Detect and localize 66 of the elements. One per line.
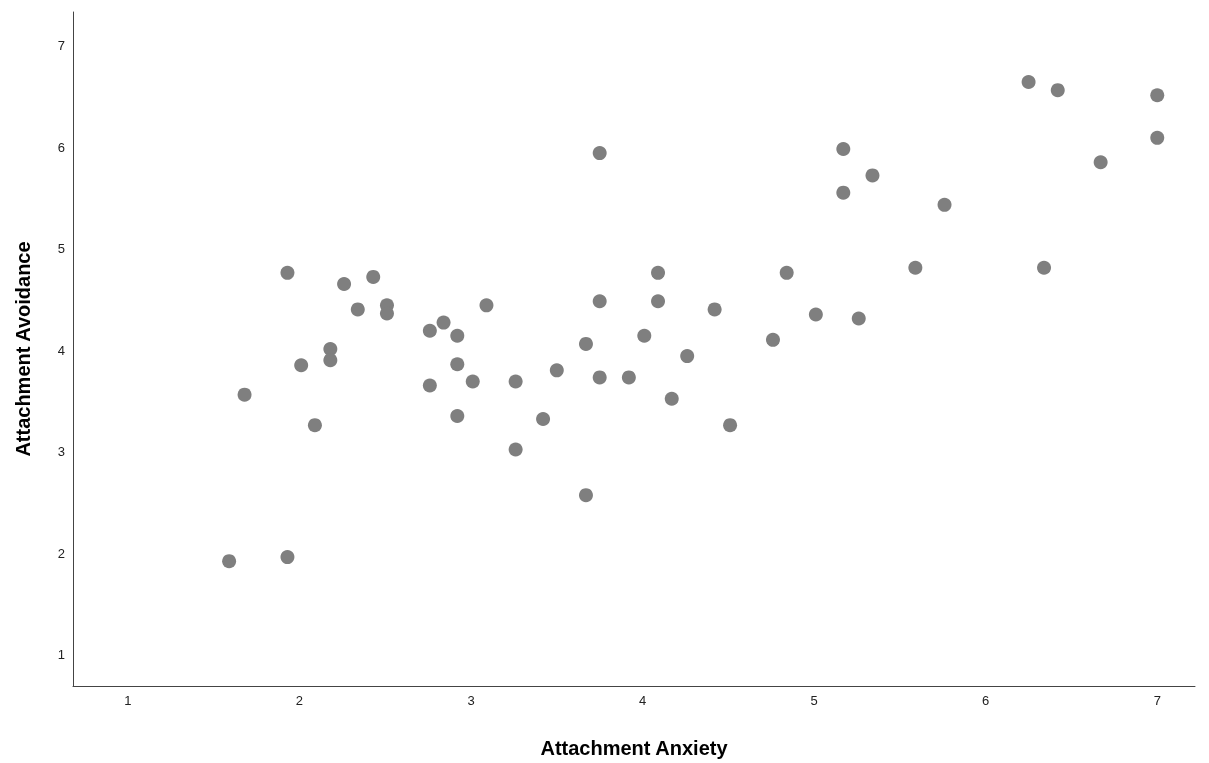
x-tick-label: 5 — [810, 693, 818, 708]
point — [651, 265, 666, 280]
point — [592, 294, 607, 309]
point — [422, 323, 437, 338]
y-tick-label: 5 — [57, 241, 65, 257]
point — [508, 442, 523, 457]
point — [908, 260, 923, 275]
y-tick-label: 7 — [57, 38, 65, 53]
x-axis-title: Attachment Anxiety — [540, 737, 729, 759]
point — [779, 265, 794, 280]
point — [307, 418, 322, 433]
point — [651, 294, 666, 309]
point — [723, 418, 738, 433]
point — [465, 374, 480, 389]
x-tick-label: 1 — [124, 693, 132, 708]
x-tick-label: 2 — [295, 693, 304, 708]
point — [836, 142, 851, 157]
y-tick-label: 6 — [57, 139, 65, 155]
y-tick-label: 1 — [57, 647, 65, 663]
point — [536, 412, 551, 427]
point — [592, 146, 607, 161]
x-tick-label: 6 — [982, 693, 990, 708]
point — [1150, 88, 1165, 103]
x-tick-label: 4 — [638, 693, 647, 708]
point — [765, 332, 780, 347]
point — [350, 302, 365, 317]
point — [436, 315, 451, 330]
x-tick-label: 7 — [1153, 693, 1161, 708]
point — [366, 269, 381, 284]
point — [237, 387, 252, 402]
point — [621, 370, 636, 385]
point — [479, 298, 494, 313]
point — [578, 488, 593, 503]
point — [1037, 260, 1052, 275]
point — [450, 409, 465, 423]
point — [450, 357, 465, 372]
point — [222, 554, 237, 569]
point — [592, 370, 607, 385]
x-tick-label: 3 — [467, 693, 475, 708]
point — [808, 307, 823, 322]
point — [337, 277, 352, 292]
point — [865, 168, 880, 183]
point — [836, 185, 851, 200]
point — [1021, 75, 1036, 90]
point — [664, 391, 679, 406]
point — [578, 336, 593, 351]
point — [422, 378, 437, 393]
point — [280, 550, 295, 565]
y-tick-label: 4 — [57, 342, 65, 358]
point — [707, 302, 722, 317]
point — [508, 374, 523, 389]
point — [1050, 83, 1065, 98]
point — [549, 363, 564, 378]
y-tick-label: 3 — [57, 444, 65, 460]
point — [1150, 130, 1165, 145]
y-axis-title: Attachment Avoidance — [12, 241, 34, 457]
y-tick-label: 2 — [57, 545, 65, 561]
point — [280, 265, 295, 280]
point — [1093, 155, 1108, 170]
point — [851, 311, 866, 326]
point — [937, 197, 952, 212]
point — [680, 349, 695, 364]
point — [323, 353, 338, 368]
point — [637, 328, 652, 343]
point — [294, 358, 309, 373]
point — [450, 328, 465, 343]
